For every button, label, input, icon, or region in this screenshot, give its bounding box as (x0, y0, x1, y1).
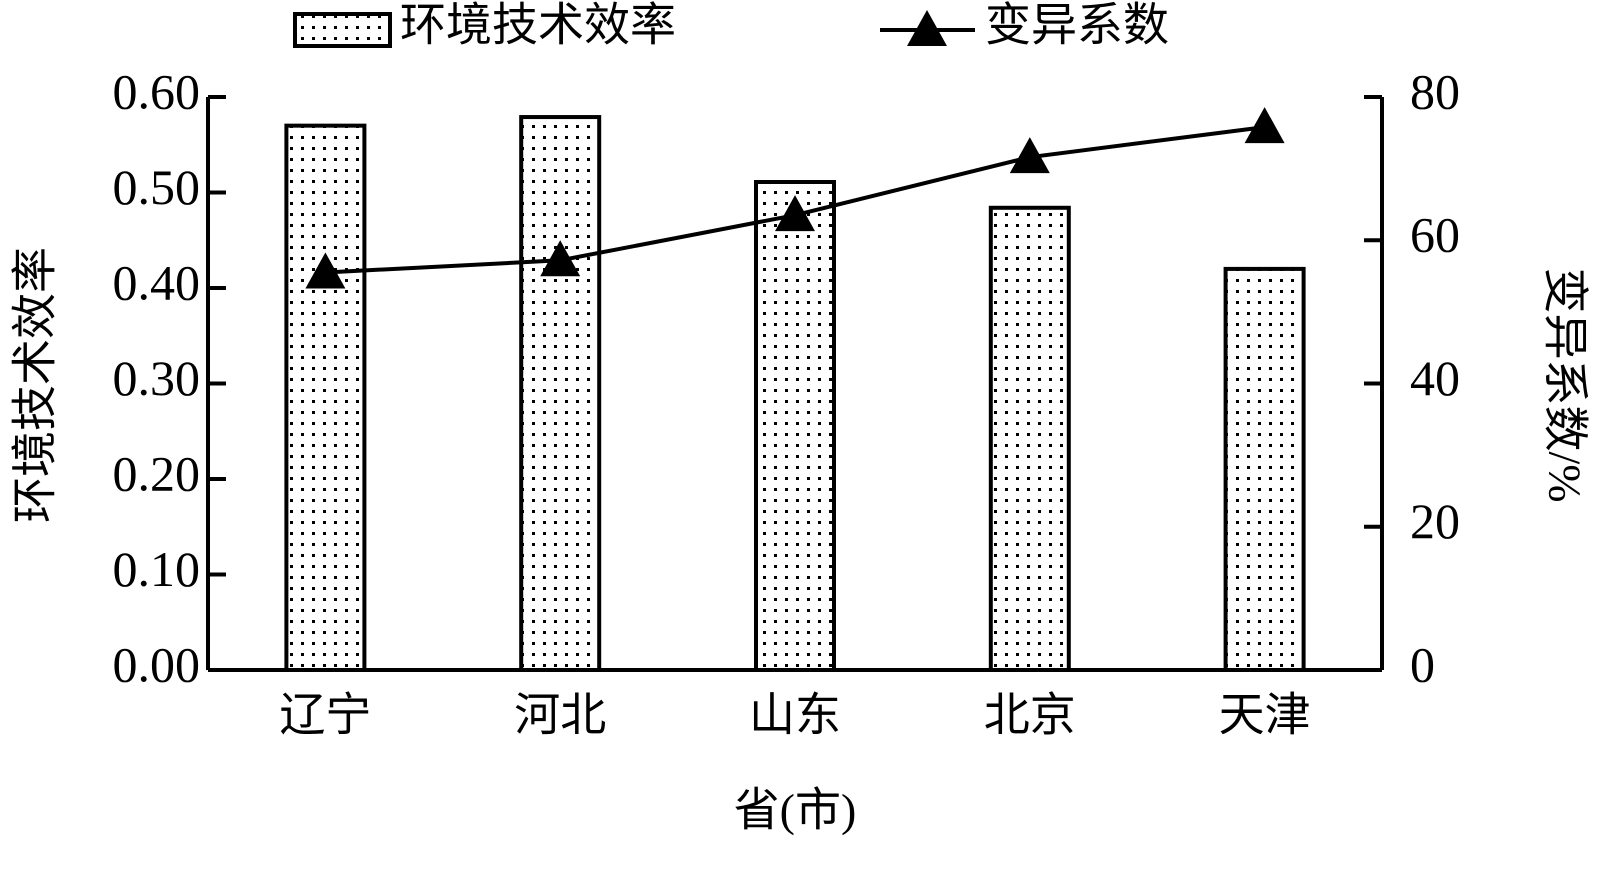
bar (754, 179, 836, 672)
x-tick-label: 河北 (514, 690, 606, 741)
y2-tick-label: 20 (1410, 493, 1460, 549)
bar (988, 205, 1071, 672)
y-axis-label: 环境技术效率 (10, 247, 61, 523)
y-tick-label: 0.50 (113, 159, 201, 215)
y-tick-label: 0.10 (113, 541, 201, 597)
legend-label: 变异系数 (985, 0, 1169, 51)
x-tick-label: 天津 (1219, 690, 1311, 741)
y-tick-label: 0.30 (113, 350, 201, 406)
bar (519, 115, 602, 673)
marker (775, 195, 815, 232)
bar (1223, 266, 1306, 672)
marker (1009, 137, 1050, 174)
y2-tick-label: 40 (1410, 350, 1460, 406)
x-tick-label: 辽宁 (279, 690, 371, 741)
legend-swatch (293, 12, 392, 48)
bar (284, 123, 367, 672)
y2-tick-label: 80 (1410, 63, 1460, 119)
marker (1244, 107, 1285, 144)
y2-tick-label: 0 (1410, 636, 1435, 692)
y-tick-label: 0.00 (113, 636, 201, 692)
marker (305, 252, 346, 289)
legend-label: 环境技术效率 (400, 0, 676, 51)
marker (540, 240, 581, 277)
y-tick-label: 0.40 (113, 254, 201, 310)
x-tick-label: 山东 (749, 690, 841, 741)
y-tick-label: 0.60 (113, 63, 201, 119)
y-tick-label: 0.20 (113, 445, 201, 501)
x-tick-label: 北京 (984, 690, 1076, 741)
y2-tick-label: 60 (1410, 207, 1460, 263)
legend-marker (907, 10, 947, 46)
x-axis-label: 省(市) (734, 785, 857, 836)
y2-axis-label: 变异系数/% (1539, 267, 1590, 502)
